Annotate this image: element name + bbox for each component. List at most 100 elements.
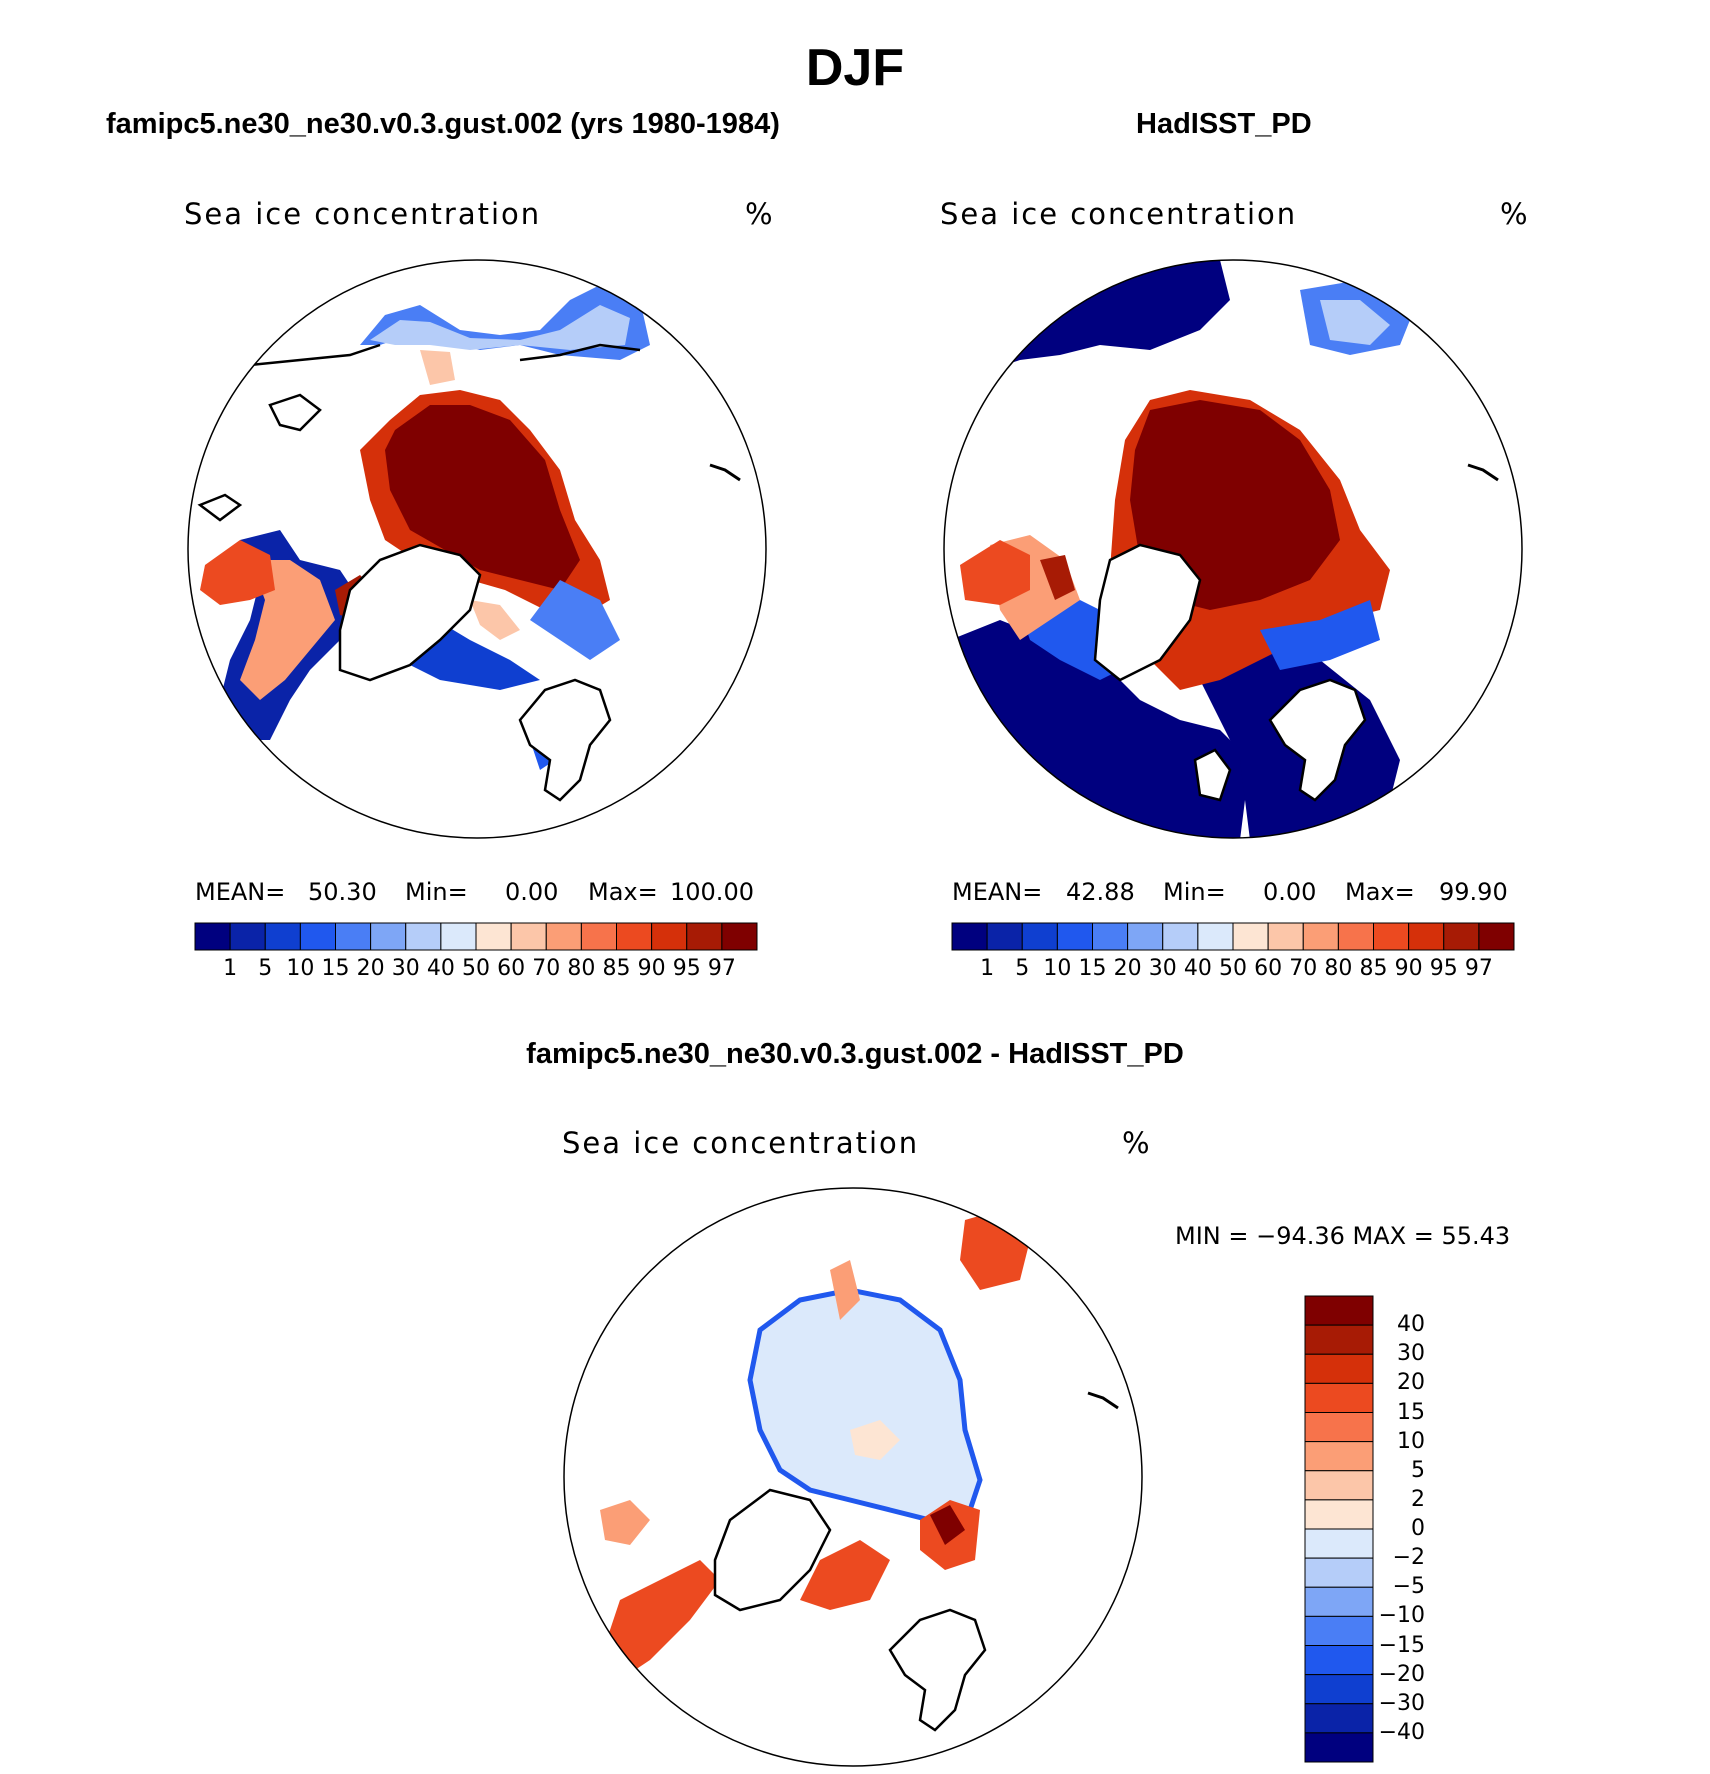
colorbar-tick-label: 20 [1113,956,1142,981]
ice-okhotsk-inner [1320,300,1390,345]
colorbar-tick-label: 85 [602,956,631,981]
colorbar-tick-label: 40 [1397,1312,1425,1338]
colorbar-tick-label: 95 [1429,956,1458,981]
colorbar-tick-label: −5 [1392,1574,1425,1600]
colorbar-tick-label: 97 [1464,956,1493,981]
colorbar-obs [951,922,1515,951]
colorbar-box [1304,1557,1374,1588]
colorbar-tick-label: 15 [321,956,350,981]
colorbar-tick-label: 97 [707,956,736,981]
ice-hudson [200,540,275,605]
panel-1-mean-value: 50.30 [308,878,377,906]
colorbar-tick-label: 5 [258,956,273,981]
diff-labrador [600,1560,720,1680]
colorbar-tick-label: 50 [462,956,490,981]
panel-2-min-value: 0.00 [1263,878,1317,906]
colorbar-box [1478,922,1515,951]
land-scandinavia-diff [888,1608,987,1732]
land-arctic-islands [268,393,322,432]
colorbar-tick-label: 50 [1219,956,1247,981]
colorbar-tick-label: 60 [497,956,526,981]
colorbar-box [370,922,407,951]
colorbar-box [1304,1353,1374,1384]
colorbar-tick-label: 15 [1397,1399,1425,1425]
land-scandinavia-obs [1268,678,1367,802]
colorbar-box [1304,1674,1374,1705]
colorbar-tick-label: 10 [286,956,315,981]
panel-1-units-label: % [745,197,775,231]
panel-3-variable-label: Sea ice concentration [562,1126,920,1160]
colorbar-box [1056,922,1093,951]
colorbar-box [229,922,266,951]
colorbar-box [405,922,442,951]
colorbar-box [1304,1441,1374,1472]
colorbar-tick-label: 30 [1148,956,1177,981]
colorbar-box [1302,922,1339,951]
ice-pacific-inner [370,305,630,350]
land-japan-diff [1087,1391,1119,1410]
colorbar-difference [1304,1295,1374,1763]
diff-okhotsk [960,1210,1030,1290]
colorbar-box [1304,1586,1374,1617]
panel-2-min-label: Min= [1163,878,1226,906]
land-japan [709,463,741,482]
diff-hudson [600,1500,650,1545]
colorbar-tick-label: 15 [1078,956,1107,981]
panel-1-title: famipc5.ne30_ne30.v0.3.gust.002 (yrs 198… [106,108,780,140]
colorbar-tick-label: 40 [426,956,455,981]
ice-baffin [240,560,335,700]
colorbar-box [1337,922,1374,951]
land-alaska-coast [519,343,641,362]
colorbar-box [1304,1295,1374,1326]
colorbar-tick-label: 95 [672,956,701,981]
panel-3-min-max: MIN = −94.36 MAX = 55.43 [1175,1222,1511,1250]
colorbar-box [440,922,477,951]
panel-2-max-value: 99.90 [1439,878,1508,906]
map-obs-boundary [943,259,1523,839]
panel-1-min-value: 0.00 [505,878,559,906]
panel-2-max-label: Max= [1345,878,1415,906]
colorbar-tick-label: 10 [1043,956,1072,981]
diff-bering [830,1260,860,1320]
land-greenland-obs [1093,543,1202,682]
colorbar-tick-label: 20 [1397,1370,1425,1396]
diff-barents-core [930,1505,965,1545]
panel-1-max-label: Max= [588,878,658,906]
colorbar-box [1162,922,1199,951]
colorbar-box [1304,1382,1374,1413]
colorbar-tick-label: 70 [1289,956,1318,981]
panel-2-title: HadISST_PD [1136,108,1312,140]
colorbar-box [1304,1499,1374,1530]
colorbar-box [721,922,758,951]
colorbar-box [1267,922,1304,951]
panel-3-units-label: % [1122,1126,1152,1160]
map-difference [563,1187,1143,1767]
colorbar-tick-label: 80 [567,956,596,981]
colorbar-box [1304,1645,1374,1676]
ice-hudson-obs [960,540,1030,605]
land-greenland-diff [713,1488,832,1612]
colorbar-tick-label: 10 [1397,1428,1425,1454]
colorbar-tick-label: 20 [356,956,385,981]
colorbar-box [1443,922,1480,951]
colorbar-tick-label: 60 [1254,956,1283,981]
panel-2-units-label: % [1500,197,1530,231]
map-model-boundary [187,259,767,839]
colorbar-tick-label: −40 [1378,1719,1425,1745]
colorbar-tick-label: −30 [1378,1690,1425,1716]
colorbar-tick-label: 5 [1015,956,1030,981]
colorbar-box [1373,922,1410,951]
colorbar-tick-label: 85 [1359,956,1388,981]
colorbar-tick-label: 0 [1411,1516,1425,1541]
land-canada [197,493,243,522]
figure-title: DJF [805,39,905,97]
colorbar-tick-label: −10 [1378,1603,1425,1629]
panel-1-max-value: 100.00 [670,878,754,906]
diff-greenland-sea [800,1540,890,1610]
colorbar-box [264,922,301,951]
colorbar-tick-label: 90 [1394,956,1423,981]
colorbar-box [1092,922,1129,951]
colorbar-tick-label: 2 [1411,1486,1425,1512]
colorbar-box [335,922,372,951]
